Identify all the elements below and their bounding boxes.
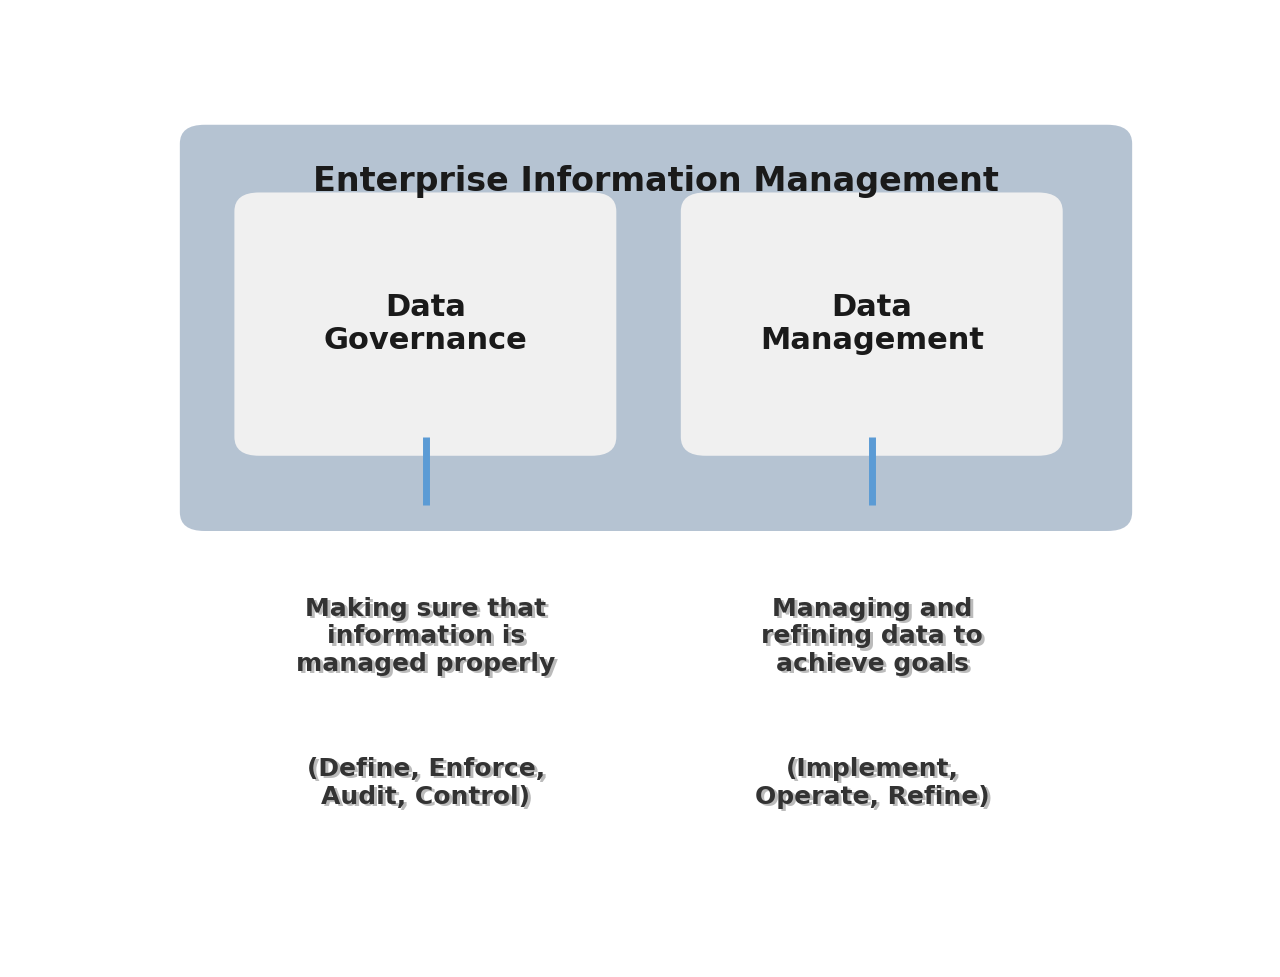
Text: (Define, Enforce,
Audit, Control): (Define, Enforce, Audit, Control) — [307, 757, 545, 809]
FancyBboxPatch shape — [681, 192, 1062, 455]
Text: Enterprise Information Management: Enterprise Information Management — [314, 165, 998, 197]
Text: Data
Governance: Data Governance — [324, 293, 527, 356]
Text: Making sure that
information is
managed properly: Making sure that information is managed … — [296, 597, 556, 676]
Text: (Define, Enforce,
Audit, Control): (Define, Enforce, Audit, Control) — [310, 759, 548, 811]
Text: Managing and
refining data to
achieve goals: Managing and refining data to achieve go… — [764, 599, 986, 678]
Text: Making sure that
information is
managed properly: Making sure that information is managed … — [300, 599, 558, 678]
Text: (Implement,
Operate, Refine): (Implement, Operate, Refine) — [758, 759, 992, 811]
Text: Data
Management: Data Management — [760, 293, 984, 356]
Text: (Implement,
Operate, Refine): (Implement, Operate, Refine) — [755, 757, 989, 809]
Text: Managing and
refining data to
achieve goals: Managing and refining data to achieve go… — [762, 597, 983, 676]
FancyBboxPatch shape — [179, 125, 1133, 531]
FancyBboxPatch shape — [234, 192, 617, 455]
